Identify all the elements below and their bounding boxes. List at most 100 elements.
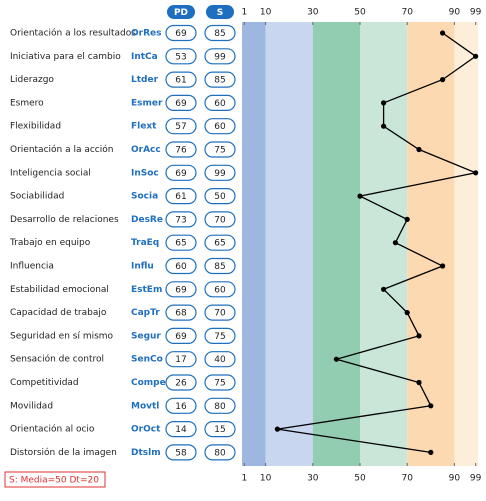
s-value: 50 (214, 192, 226, 202)
x-tick-label: 10 (260, 474, 272, 484)
row-code: CapTr (131, 308, 160, 318)
band (407, 22, 455, 466)
s-value-pill (204, 211, 236, 228)
s-value-pill (204, 164, 236, 181)
x-tick-label: 10 (260, 8, 272, 18)
s-value-pill (204, 397, 236, 414)
s-value: 70 (214, 309, 226, 319)
row-code: Flext (131, 122, 157, 132)
s-value-pill (204, 281, 236, 298)
pd-value: 69 (175, 332, 187, 342)
s-value: 65 (214, 239, 225, 249)
profile-point (357, 193, 363, 199)
s-value-pill (204, 24, 236, 42)
row-code: OrAcc (131, 145, 161, 155)
profile-point (416, 379, 422, 386)
row-code: Esmer (131, 98, 163, 108)
s-value-pill (204, 374, 236, 391)
row-code: Influ (131, 262, 154, 272)
x-tick-label: 99 (470, 474, 482, 484)
s-value-pill (204, 71, 236, 88)
pd-value-pill (165, 24, 197, 42)
profile-point (274, 426, 280, 432)
pd-value: 69 (175, 29, 187, 39)
s-value-pill (204, 141, 236, 158)
band (360, 22, 408, 466)
profile-point (404, 216, 410, 222)
s-value: 15 (214, 425, 225, 435)
band (265, 22, 313, 466)
row-code: InSoc (131, 168, 159, 178)
row-code: TraEq (131, 238, 159, 248)
row-code: OrOct (131, 425, 161, 435)
column-header: S (217, 8, 223, 18)
s-value: 85 (214, 262, 225, 272)
row-label: Competitividad (10, 378, 79, 388)
s-value-pill (204, 444, 236, 461)
x-tick-label: 30 (307, 8, 319, 18)
profile-point (333, 356, 339, 362)
column-header-pill (206, 5, 234, 19)
profile-point (473, 170, 479, 176)
pd-value-pill (165, 374, 197, 391)
profile-point (416, 146, 422, 153)
row-label: Desarrollo de relaciones (10, 215, 119, 225)
x-tick-label: 99 (470, 8, 482, 18)
profile-point (428, 449, 434, 455)
s-value-pill (204, 257, 236, 275)
row-code: Movtl (131, 401, 159, 411)
row-label: Seguridad en sí mismo (10, 331, 114, 341)
row-label: Inteligencia social (10, 168, 91, 178)
row-code: IntCa (131, 52, 158, 62)
pd-value-pill (165, 211, 197, 228)
row-label: Distorsión de la imagen (10, 447, 117, 458)
footnote-box (4, 471, 106, 488)
row-code: EstEm (131, 285, 162, 295)
pd-value: 73 (175, 215, 186, 225)
pd-value-pill (165, 351, 197, 368)
s-value-pill (204, 421, 236, 438)
s-value: 70 (214, 215, 226, 225)
row-code: Dtslm (131, 448, 161, 458)
row-code: Socia (131, 192, 158, 202)
pd-value: 17 (175, 355, 186, 365)
pd-value: 69 (175, 285, 187, 295)
pd-value: 53 (175, 52, 186, 62)
s-value-pill (204, 304, 236, 321)
pd-value: 14 (175, 425, 187, 435)
profile-point (440, 77, 446, 83)
row-label: Iniciativa para el cambio (10, 52, 121, 62)
pd-value: 69 (175, 99, 187, 109)
pd-value-pill (165, 421, 197, 438)
x-tick-label: 90 (449, 8, 461, 18)
row-label: Influencia (10, 262, 54, 272)
s-value: 60 (214, 285, 226, 295)
x-tick-label: 70 (401, 474, 413, 484)
s-value-pill (204, 188, 236, 205)
row-label: Orientación a la acción (10, 144, 113, 155)
pd-value: 26 (175, 379, 187, 389)
band (242, 22, 266, 466)
pd-value-pill (165, 234, 197, 251)
row-code: Segur (131, 331, 161, 341)
x-tick-label: 30 (307, 474, 319, 484)
s-value: 75 (214, 146, 225, 156)
row-code: Ltder (131, 75, 159, 85)
x-tick-label: 1 (241, 474, 247, 484)
row-label: Estabilidad emocional (10, 285, 109, 295)
pd-value-pill (165, 257, 197, 275)
row-label: Orientación a los resultados (10, 28, 136, 39)
pd-value-pill (165, 397, 197, 414)
band (312, 22, 360, 466)
pd-value: 76 (175, 146, 187, 156)
profile-point (440, 30, 446, 36)
x-tick-label: 50 (354, 8, 366, 18)
pd-value-pill (165, 71, 197, 88)
s-value-pill (204, 351, 236, 368)
row-label: Sociabilidad (10, 192, 64, 202)
s-value: 75 (214, 332, 225, 342)
pd-value-pill (165, 94, 197, 112)
pd-value-pill (165, 281, 197, 298)
profile-point (381, 123, 387, 129)
pd-value-pill (165, 118, 197, 135)
